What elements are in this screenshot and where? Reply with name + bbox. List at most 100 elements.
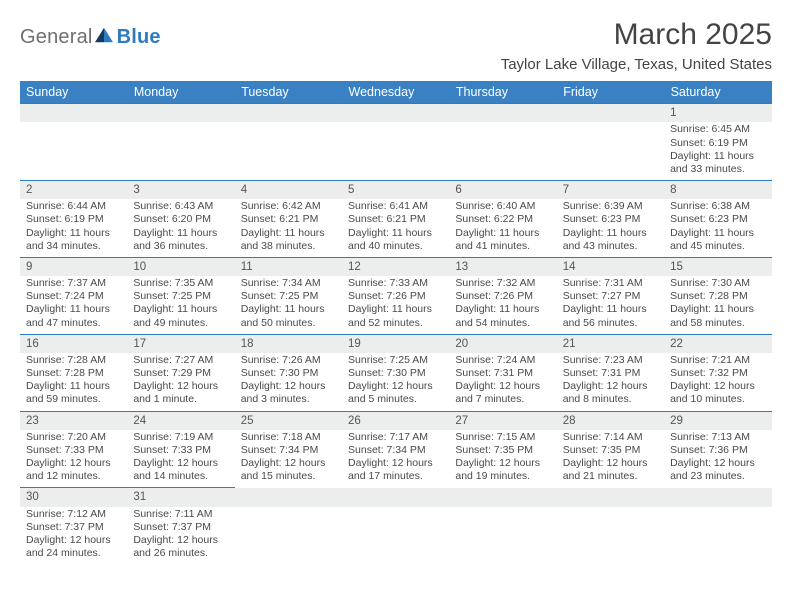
sunset-line: Sunset: 7:30 PM [348, 367, 443, 380]
sunset-line: Sunset: 7:28 PM [670, 290, 765, 303]
day-number: 3 [127, 181, 234, 199]
sunrise-line: Sunrise: 7:20 AM [26, 431, 121, 444]
day-number: 6 [449, 181, 556, 199]
daylight-line: Daylight: 11 hours and 36 minutes. [133, 227, 228, 253]
sunrise-line: Sunrise: 7:32 AM [455, 277, 550, 290]
daylight-line: Daylight: 12 hours and 15 minutes. [241, 457, 336, 483]
day-number-cell [449, 488, 556, 507]
daylight-line: Daylight: 11 hours and 49 minutes. [133, 303, 228, 329]
day-body-cell: Sunrise: 7:21 AMSunset: 7:32 PMDaylight:… [664, 353, 771, 411]
logo-word-2: Blue [117, 26, 161, 49]
day-number-cell [20, 104, 127, 123]
day-number-cell: 17 [127, 334, 234, 353]
day-number: 27 [449, 412, 556, 430]
page: General Blue March 2025 Taylor Lake Vill… [0, 0, 792, 612]
day-number-cell [557, 104, 664, 123]
sunset-line: Sunset: 7:24 PM [26, 290, 121, 303]
sunrise-line: Sunrise: 7:25 AM [348, 354, 443, 367]
day-number-cell: 15 [664, 257, 771, 276]
day-body-cell: Sunrise: 7:12 AMSunset: 7:37 PMDaylight:… [20, 507, 127, 565]
daylight-line: Daylight: 12 hours and 17 minutes. [348, 457, 443, 483]
day-number-cell: 26 [342, 411, 449, 430]
daynum-row: 16171819202122 [20, 334, 772, 353]
day-number-cell: 30 [20, 488, 127, 507]
day-number-cell: 2 [20, 180, 127, 199]
sunrise-line: Sunrise: 6:39 AM [563, 200, 658, 213]
sunrise-line: Sunrise: 7:24 AM [455, 354, 550, 367]
day-number: 19 [342, 335, 449, 353]
header: General Blue March 2025 Taylor Lake Vill… [20, 18, 772, 73]
logo: General Blue [20, 18, 161, 49]
sunset-line: Sunset: 7:35 PM [563, 444, 658, 457]
day-number-cell [127, 104, 234, 123]
sunset-line: Sunset: 7:26 PM [348, 290, 443, 303]
col-wednesday: Wednesday [342, 81, 449, 104]
sunset-line: Sunset: 7:31 PM [455, 367, 550, 380]
day-number-cell: 8 [664, 180, 771, 199]
col-thursday: Thursday [449, 81, 556, 104]
day-number: 10 [127, 258, 234, 276]
day-body-cell [20, 122, 127, 180]
daylight-line: Daylight: 11 hours and 50 minutes. [241, 303, 336, 329]
daybody-row: Sunrise: 7:20 AMSunset: 7:33 PM Daylight:… [20, 430, 772, 488]
sunrise-line: Sunrise: 6:40 AM [455, 200, 550, 213]
day-body-cell: Sunrise: 7:23 AMSunset: 7:31 PMDaylight:… [557, 353, 664, 411]
daylight-line: Daylight: 11 hours and 58 minutes. [670, 303, 765, 329]
day-body-cell: Sunrise: 7:14 AMSunset: 7:35 PMDaylight:… [557, 430, 664, 488]
sunrise-line: Sunrise: 6:45 AM [670, 123, 765, 136]
day-number-cell [342, 488, 449, 507]
day-body-cell: Sunrise: 7:28 AMSunset: 7:28 PMDaylight:… [20, 353, 127, 411]
day-number: 12 [342, 258, 449, 276]
sunrise-line: Sunrise: 6:42 AM [241, 200, 336, 213]
day-body-cell: Sunrise: 7:17 AMSunset: 7:34 PMDaylight:… [342, 430, 449, 488]
day-body-cell [342, 122, 449, 180]
day-number: 8 [664, 181, 771, 199]
day-number-cell: 13 [449, 257, 556, 276]
day-body-cell [342, 507, 449, 565]
day-number-cell: 3 [127, 180, 234, 199]
sunset-line: Sunset: 6:22 PM [455, 213, 550, 226]
day-number-cell [235, 104, 342, 123]
day-body-cell: Sunrise: 6:42 AMSunset: 6:21 PMDaylight:… [235, 199, 342, 257]
daybody-row: Sunrise: 6:45 AMSunset: 6:19 PMDaylight:… [20, 122, 772, 180]
daybody-row: Sunrise: 6:44 AMSunset: 6:19 PMDaylight:… [20, 199, 772, 257]
day-number-cell: 31 [127, 488, 234, 507]
sunset-line: Sunset: 6:23 PM [563, 213, 658, 226]
day-number: 24 [127, 412, 234, 430]
sunrise-line: Sunrise: 7:27 AM [133, 354, 228, 367]
daylight-line: Daylight: 11 hours and 45 minutes. [670, 227, 765, 253]
sunrise-line: Sunrise: 6:38 AM [670, 200, 765, 213]
sunset-line: Sunset: 6:20 PM [133, 213, 228, 226]
sunset-line: Sunset: 7:37 PM [26, 521, 121, 534]
day-body-cell: Sunrise: 7:25 AMSunset: 7:30 PMDaylight:… [342, 353, 449, 411]
daylight-line: Daylight: 11 hours and 52 minutes. [348, 303, 443, 329]
sunset-line: Sunset: 7:29 PM [133, 367, 228, 380]
day-body-cell: Sunrise: 7:35 AMSunset: 7:25 PMDaylight:… [127, 276, 234, 334]
sunrise-line: Sunrise: 7:31 AM [563, 277, 658, 290]
daybody-row: Sunrise: 7:12 AMSunset: 7:37 PMDaylight:… [20, 507, 772, 565]
daylight-line: Daylight: 12 hours and 5 minutes. [348, 380, 443, 406]
daylight-line: Daylight: 11 hours and 41 minutes. [455, 227, 550, 253]
sunrise-line: Sunrise: 7:33 AM [348, 277, 443, 290]
day-body-cell: Sunrise: 6:41 AMSunset: 6:21 PMDaylight:… [342, 199, 449, 257]
sunrise-line: Sunrise: 7:23 AM [563, 354, 658, 367]
sunset-line: Sunset: 7:25 PM [241, 290, 336, 303]
day-number: 28 [557, 412, 664, 430]
daylight-line: Daylight: 11 hours and 59 minutes. [26, 380, 121, 406]
daynum-row: 1 [20, 104, 772, 123]
daylight-line: Daylight: 12 hours and 1 minute. [133, 380, 228, 406]
day-body-cell [557, 507, 664, 565]
day-number-cell [235, 488, 342, 507]
day-body-cell: Sunrise: 7:27 AMSunset: 7:29 PMDaylight:… [127, 353, 234, 411]
day-number-cell [342, 104, 449, 123]
day-number: 5 [342, 181, 449, 199]
day-number-cell: 25 [235, 411, 342, 430]
page-subtitle: Taylor Lake Village, Texas, United State… [501, 56, 772, 73]
sunset-line: Sunset: 7:32 PM [670, 367, 765, 380]
day-number-cell: 16 [20, 334, 127, 353]
day-body-cell: Sunrise: 6:38 AMSunset: 6:23 PMDaylight:… [664, 199, 771, 257]
sunset-line: Sunset: 7:31 PM [563, 367, 658, 380]
sunset-line: Sunset: 7:33 PM [26, 444, 121, 457]
sunrise-line: Sunrise: 7:13 AM [670, 431, 765, 444]
day-body-cell [235, 122, 342, 180]
